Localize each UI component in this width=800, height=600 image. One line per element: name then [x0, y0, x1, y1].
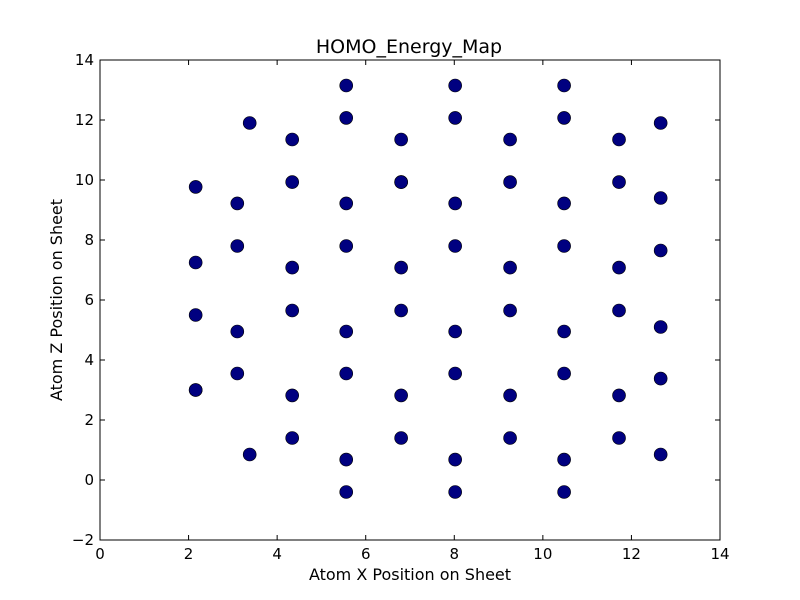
data-point [557, 239, 571, 253]
y-tick-label: 12 [75, 111, 94, 129]
data-point [339, 324, 354, 339]
data-point [448, 324, 462, 339]
x-tick-label: 4 [272, 545, 282, 563]
y-tick-label: −2 [72, 531, 94, 549]
data-point [503, 260, 517, 275]
y-tick-label: 14 [75, 51, 94, 69]
data-point [448, 239, 462, 253]
x-tick-label: 12 [622, 545, 641, 563]
plot-frame [99, 59, 721, 541]
data-point [188, 255, 203, 270]
data-point [285, 388, 300, 403]
y-tick-label: 8 [84, 231, 94, 249]
data-point [394, 132, 408, 147]
data-point [339, 485, 354, 499]
y-axis-label: Atom Z Position on Sheet [47, 199, 66, 401]
data-point [503, 132, 517, 147]
data-point [230, 196, 245, 211]
data-point [230, 366, 245, 381]
data-point [448, 485, 462, 499]
x-axis-ticks: 0 2 4 6 8 10 12 14 [95, 60, 730, 563]
x-axis-label: Atom X Position on Sheet [309, 565, 511, 584]
data-point [557, 485, 571, 499]
x-tick-label: 2 [184, 545, 194, 563]
y-axis-ticks: −2 0 2 4 6 8 10 12 14 [72, 51, 720, 549]
data-point [285, 303, 300, 318]
data-point [242, 447, 257, 462]
data-point [394, 431, 408, 445]
data-point [612, 303, 626, 318]
data-point [653, 191, 668, 205]
data-point [612, 388, 626, 403]
data-point [557, 111, 571, 125]
data-point [612, 260, 626, 275]
data-point [230, 239, 245, 253]
data-point [394, 175, 408, 189]
x-tick-label: 8 [450, 545, 460, 563]
data-point [394, 388, 408, 403]
chart-title: HOMO_Energy_Map [316, 36, 502, 58]
data-point [503, 431, 517, 445]
data-point [557, 78, 571, 93]
x-tick-label: 6 [361, 545, 371, 563]
data-point [394, 260, 408, 275]
data-point [557, 196, 571, 211]
x-tick-label: 10 [533, 545, 552, 563]
y-tick-label: 6 [84, 291, 94, 309]
data-point [339, 239, 354, 253]
data-points [188, 78, 668, 499]
data-point [653, 371, 668, 386]
data-point [653, 116, 668, 130]
data-point [503, 175, 517, 189]
data-point [339, 452, 354, 467]
data-point [557, 324, 571, 339]
data-point [394, 303, 408, 318]
data-point [285, 132, 300, 147]
y-tick-label: 2 [84, 411, 94, 429]
data-point [339, 196, 354, 211]
data-point [448, 366, 462, 381]
data-point [285, 431, 300, 445]
y-tick-label: 0 [84, 471, 94, 489]
x-tick-label: 14 [710, 545, 729, 563]
data-point [557, 452, 571, 467]
data-point [448, 452, 462, 467]
data-point [448, 196, 462, 211]
data-point [653, 243, 668, 258]
data-point [503, 303, 517, 318]
data-point [448, 111, 462, 125]
data-point [230, 324, 245, 339]
data-point [448, 78, 462, 93]
data-point [612, 431, 626, 445]
data-point [339, 366, 354, 381]
data-point [339, 111, 354, 125]
y-tick-label: 4 [84, 351, 94, 369]
x-tick-label: 0 [95, 545, 105, 563]
y-tick-label: 10 [75, 171, 94, 189]
data-point [653, 447, 668, 462]
data-point [503, 388, 517, 403]
data-point [188, 308, 203, 322]
data-point [612, 132, 626, 147]
data-point [285, 175, 300, 189]
data-point [612, 175, 626, 189]
data-point [188, 383, 203, 397]
data-point [242, 116, 257, 130]
data-point [188, 180, 203, 194]
data-point [285, 260, 300, 275]
data-point [653, 320, 668, 334]
data-point [557, 366, 571, 381]
data-point [339, 78, 354, 93]
